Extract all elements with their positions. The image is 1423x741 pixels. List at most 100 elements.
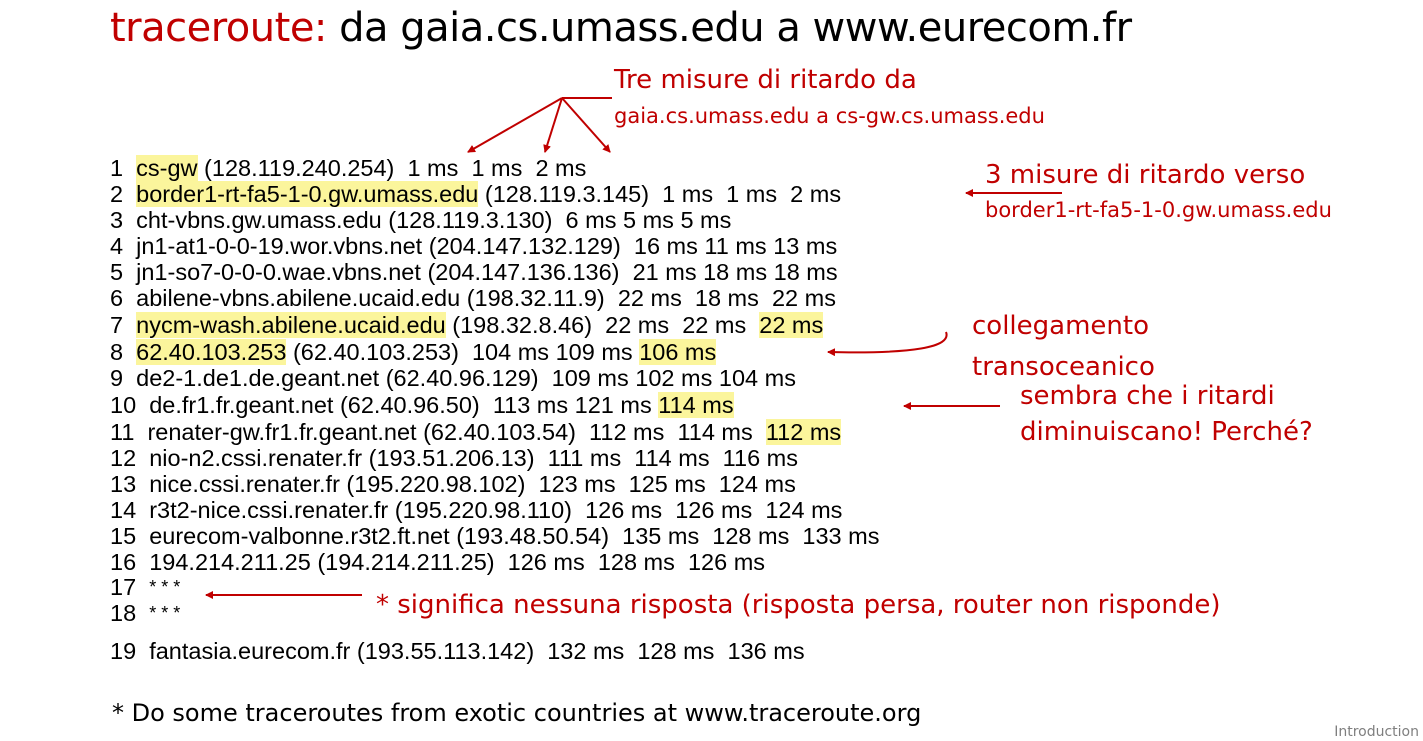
hop-rtt: 126 ms: [585, 497, 663, 523]
hop-ip: (204.147.132.129): [428, 233, 621, 259]
hop-ip: (194.214.211.25): [317, 549, 495, 575]
hop-rtt: 104 ms: [718, 365, 796, 391]
hop-line-13: 13 nice.cssi.renater.fr (195.220.98.102)…: [110, 471, 796, 497]
hop-rtt: 124 ms: [765, 497, 843, 523]
title-accent: traceroute:: [110, 5, 327, 51]
hop-rtt: 22 ms: [771, 285, 836, 311]
hop-rtt: 1 ms: [407, 155, 459, 181]
hop-rtt: 114 ms: [677, 419, 753, 445]
hop-host: 194.214.211.25: [149, 549, 311, 575]
hop-ip: (204.147.136.136): [427, 259, 620, 285]
arrow-to-rtt1: [467, 97, 563, 153]
hop-ip: (195.220.98.110): [394, 497, 573, 523]
hop-line-16: 16 194.214.211.25 (194.214.211.25) 126 m…: [110, 549, 765, 575]
hop-ip: (195.220.98.102): [346, 471, 526, 497]
hop-rtt: 22 ms: [617, 285, 682, 311]
annotation-decrease-2: diminuiscano! Perché?: [1020, 417, 1313, 447]
hop-host: r3t2-nice.cssi.renater.fr: [149, 497, 389, 523]
hop-rtt: 121 ms: [574, 392, 652, 418]
hop-ip: (128.119.240.254): [204, 155, 395, 181]
hop-rtt: 18 ms: [694, 285, 759, 311]
annotation-transoceanic-1: collegamento: [972, 311, 1149, 341]
hop-line-7: 7 nycm-wash.abilene.ucaid.edu (198.32.8.…: [110, 312, 824, 338]
annotation-three-measures-host: border1-rt-fa5-1-0.gw.umass.edu: [985, 198, 1332, 222]
hop-host: fantasia.eurecom.fr: [149, 638, 351, 664]
hop-rtt: 21 ms: [632, 259, 697, 285]
hop-ip: (198.32.11.9): [466, 285, 605, 311]
hop-ip: (62.40.96.50): [339, 392, 480, 418]
hop-rtt: 22 ms: [605, 312, 670, 338]
hop-host: renater-gw.fr1.fr.geant.net: [147, 419, 417, 445]
hop-host: nio-n2.cssi.renater.fr: [149, 445, 363, 471]
hop-line-9: 9 de2-1.de1.de.geant.net (62.40.96.129) …: [110, 365, 796, 391]
hop-line-6: 6 abilene-vbns.abilene.ucaid.edu (198.32…: [110, 285, 836, 311]
hop-rtt: 128 ms: [637, 638, 715, 664]
arrow-to-rtt3: [561, 97, 611, 153]
hop-ip: (198.32.8.46): [452, 312, 593, 338]
hop-line-17: 17 * * *: [110, 574, 180, 600]
hop-rtt: 11 ms: [704, 233, 767, 259]
hop-ip: (62.40.103.54): [423, 419, 576, 445]
hop-number: 13: [110, 471, 137, 497]
hop-line-1: 1 cs-gw (128.119.240.254) 1 ms 1 ms 2 ms: [110, 155, 586, 181]
hop-rtt: 132 ms: [547, 638, 625, 664]
hop-line-12: 12 nio-n2.cssi.renater.fr (193.51.206.13…: [110, 445, 798, 471]
hop-host: abilene-vbns.abilene.ucaid.edu: [136, 285, 461, 311]
hop-number: 7: [110, 312, 124, 338]
hop-host: jn1-so7-0-0-0.wae.vbns.net: [136, 259, 421, 285]
hop-host: de.fr1.fr.geant.net: [149, 392, 334, 418]
hop-rtt: 2 ms: [790, 181, 842, 207]
hop-line-18: 18 * * *: [110, 600, 180, 626]
footer-label: Introduction: [1334, 724, 1419, 740]
hop-number: 19: [110, 638, 137, 664]
hop-rtt: 136 ms: [727, 638, 805, 664]
hop-number: 11: [110, 419, 135, 445]
no-response-stars: * * *: [149, 577, 181, 597]
hop-rtt: 109 ms: [551, 365, 629, 391]
annotation-transoceanic-2: transoceanico: [972, 352, 1155, 382]
hop-rtt: 5 ms: [622, 207, 674, 233]
hop-line-19: 19 fantasia.eurecom.fr (193.55.113.142) …: [110, 638, 805, 664]
hop-number: 10: [110, 392, 137, 418]
hop-rtt: 126 ms: [507, 549, 585, 575]
hop-rtt: 116 ms: [722, 445, 798, 471]
hop-host: de2-1.de1.de.geant.net: [136, 365, 380, 391]
hop-rtt: 126 ms: [675, 497, 753, 523]
hop-host: cs-gw: [136, 155, 198, 181]
hop-number: 18: [110, 600, 137, 626]
annotation-three-measures: 3 misure di ritardo verso: [985, 160, 1306, 190]
hop-rtt: 13 ms: [773, 233, 838, 259]
hop-number: 6: [110, 285, 124, 311]
hop-rtt: 18 ms: [773, 259, 838, 285]
arrow-transoceanic: [827, 331, 948, 357]
hop-ip: (193.48.50.54): [456, 523, 610, 549]
hop-rtt: 16 ms: [633, 233, 698, 259]
hop-line-11: 11 renater-gw.fr1.fr.geant.net (62.40.10…: [110, 419, 842, 445]
hop-number: 4: [110, 233, 124, 259]
hop-line-10: 10 de.fr1.fr.geant.net (62.40.96.50) 113…: [110, 392, 734, 418]
hop-line-15: 15 eurecom-valbonne.r3t2.ft.net (193.48.…: [110, 523, 879, 549]
hop-rtt: 5 ms: [680, 207, 732, 233]
hop-host: nice.cssi.renater.fr: [149, 471, 340, 497]
hop-number: 8: [110, 339, 124, 365]
hop-number: 17: [110, 574, 137, 600]
hop-rtt: 1 ms: [471, 155, 523, 181]
hop-line-14: 14 r3t2-nice.cssi.renater.fr (195.220.98…: [110, 497, 842, 523]
hop-rtt: 124 ms: [718, 471, 796, 497]
hop-ip: (128.119.3.145): [484, 181, 650, 207]
arrow-to-rtt2: [543, 97, 563, 153]
hop-line-2: 2 border1-rt-fa5-1-0.gw.umass.edu (128.1…: [110, 181, 841, 207]
footnote: * Do some traceroutes from exotic countr…: [112, 699, 922, 727]
no-response-stars: * * *: [149, 603, 181, 623]
hop-rtt: 18 ms: [703, 259, 768, 285]
hop-number: 15: [110, 523, 137, 549]
hop-host: nycm-wash.abilene.ucaid.edu: [136, 312, 446, 338]
hop-rtt-highlighted: 114 ms: [658, 392, 734, 418]
hop-rtt: 2 ms: [535, 155, 587, 181]
hop-ip: (193.51.206.13): [368, 445, 535, 471]
hop-rtt: 133 ms: [802, 523, 880, 549]
hop-host: cht-vbns.gw.umass.edu: [136, 207, 382, 233]
hop-rtt: 102 ms: [635, 365, 713, 391]
hop-number: 2: [110, 181, 124, 207]
